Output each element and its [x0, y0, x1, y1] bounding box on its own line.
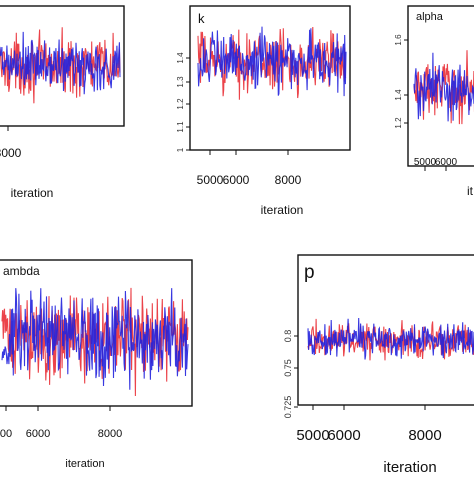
trace-line-series-2 — [1, 288, 189, 390]
trace-line-series-2 — [413, 52, 474, 122]
trace-panel-2: k 1 1.1 1.2 1.3 1.4 5000 6000 8000 iteration — [176, 5, 351, 217]
y-tick-label: 1.4 — [176, 52, 185, 64]
panel-title: k — [198, 11, 205, 26]
x-axis-label: iteration — [383, 459, 436, 474]
x-tick-label: 6000 — [435, 157, 458, 168]
trace-panel-1: 8000 iteration — [0, 5, 125, 200]
y-tick-label: 0.8 — [283, 330, 293, 343]
y-tick-label: 1.2 — [176, 98, 185, 110]
x-tick-label: 8000 — [0, 146, 22, 160]
panel-title: alpha — [416, 11, 444, 23]
y-tick-label: 1.3 — [176, 76, 185, 88]
x-tick-label: 6000 — [26, 428, 50, 440]
trace-line-series-2 — [0, 31, 121, 95]
panel-title: p — [304, 262, 315, 283]
x-tick-label: 5000 — [296, 427, 329, 444]
y-tick-label: 1.1 — [176, 121, 185, 133]
y-tick-label: 1.4 — [394, 89, 403, 101]
y-tick-label: 1.2 — [394, 117, 403, 129]
trace-panel-4: ambda 00 6000 8000 iteration — [0, 259, 193, 470]
x-tick-label: 5000 — [414, 157, 437, 168]
x-tick-label: 8000 — [275, 173, 302, 187]
x-tick-label: 5000 — [197, 173, 224, 187]
x-tick-label: 6000 — [327, 427, 360, 444]
trace-line-series-1 — [1, 287, 189, 397]
x-tick-label: 8000 — [408, 427, 441, 444]
trace-line-series-2 — [307, 317, 474, 360]
x-tick-label: 8000 — [98, 428, 122, 440]
x-axis-label: iteration — [65, 458, 104, 470]
trace-line-series-2 — [197, 26, 347, 97]
y-tick-label: 0.75 — [283, 359, 293, 377]
panel-title: ambda — [3, 264, 40, 278]
x-tick-label: 00 — [0, 428, 12, 440]
y-tick-label: 0.725 — [283, 396, 293, 419]
y-tick-label: 1 — [176, 147, 185, 152]
x-axis-label: iteration — [11, 186, 54, 200]
x-axis-label: iteration — [261, 203, 304, 217]
x-axis-label: it — [467, 184, 474, 198]
x-tick-label: 6000 — [223, 173, 250, 187]
y-tick-label: 1.6 — [394, 34, 403, 46]
